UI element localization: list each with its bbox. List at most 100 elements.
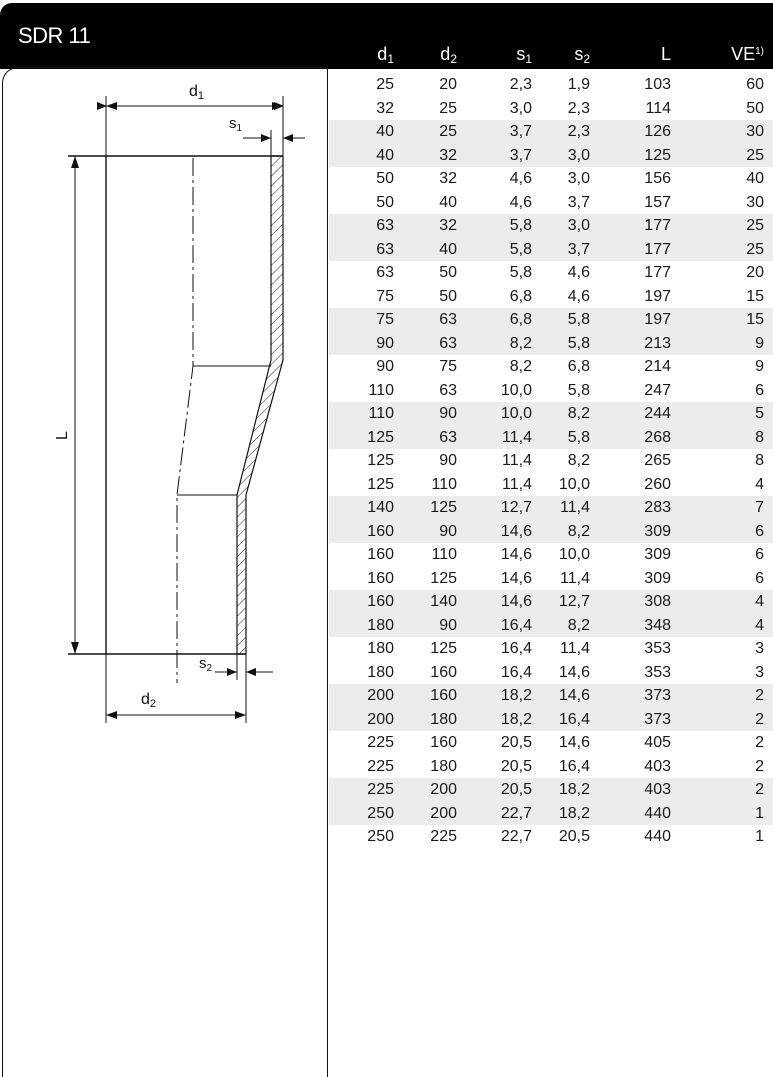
- table-row: 40 25 3,7 2,3 126 30: [329, 120, 773, 144]
- cell-d1: 25: [376, 76, 394, 93]
- cell-ve: 30: [746, 123, 764, 140]
- column-header-ve: VE1): [731, 44, 764, 64]
- cell-s1: 18,2: [500, 710, 532, 728]
- cell-d2: 50: [439, 264, 457, 281]
- cell-ve: 8: [755, 452, 764, 469]
- cell-s2: 12,7: [558, 593, 590, 610]
- cell-ve: 6: [755, 522, 764, 540]
- cell-ve: 15: [746, 311, 764, 328]
- cell-s1: 2,3: [509, 76, 532, 93]
- cell-d2: 200: [430, 781, 457, 798]
- cell-s1: 5,8: [509, 240, 532, 258]
- column-header-s1: s1: [516, 44, 532, 66]
- cell-ve: 9: [755, 334, 764, 352]
- cell-s1: 11,4: [502, 452, 532, 469]
- cell-ve: 1: [755, 828, 764, 845]
- cell-s2: 20,5: [558, 828, 590, 845]
- cell-L: 373: [644, 710, 671, 728]
- cell-s1: 3,0: [509, 99, 532, 117]
- cell-s1: 22,7: [500, 828, 532, 845]
- table-row: 40 32 3,7 3,0 125 25: [329, 143, 773, 167]
- cell-s2: 10,0: [558, 546, 590, 563]
- table-row: 160 140 14,6 12,7 308 4: [329, 590, 773, 614]
- cell-s2: 5,8: [567, 381, 590, 399]
- cell-s2: 14,6: [558, 687, 590, 704]
- cell-s1: 4,6: [509, 170, 532, 187]
- cell-L: 353: [644, 663, 671, 681]
- cell-d1: 32: [376, 99, 394, 117]
- cell-d2: 90: [439, 522, 457, 540]
- cell-d2: 32: [439, 217, 457, 234]
- cell-L: 309: [644, 522, 671, 540]
- cell-L: 157: [644, 193, 671, 211]
- table-row: 200 160 18,2 14,6 373 2: [329, 684, 773, 708]
- cell-d1: 200: [367, 687, 394, 704]
- cell-s2: 3,7: [567, 193, 590, 211]
- cell-L: 373: [644, 687, 671, 704]
- table-row: 75 63 6,8 5,8 197 15: [329, 308, 773, 332]
- cell-d2: 90: [439, 616, 457, 634]
- cell-ve: 20: [746, 264, 764, 281]
- table-row: 125 90 11,4 8,2 265 8: [329, 449, 773, 473]
- cell-s1: 14,6: [500, 546, 532, 563]
- table-row: 250 200 22,7 18,2 440 1: [329, 801, 773, 825]
- cell-d2: 110: [431, 475, 457, 493]
- cell-s1: 12,7: [500, 499, 532, 516]
- table-row: 125 110 11,4 10,0 260 4: [329, 473, 773, 497]
- cell-d1: 40: [376, 123, 394, 140]
- table-row: 50 40 4,6 3,7 157 30: [329, 191, 773, 215]
- cell-ve: 30: [746, 193, 764, 211]
- cell-s1: 11,4: [502, 428, 532, 446]
- center-line: [176, 158, 194, 683]
- cell-d1: 250: [367, 804, 394, 822]
- cell-s1: 18,2: [500, 687, 532, 704]
- cell-ve: 5: [755, 405, 764, 422]
- cell-s1: 10,0: [500, 405, 532, 422]
- cell-s1: 3,7: [509, 146, 532, 164]
- cell-d2: 110: [431, 546, 457, 563]
- table-row: 90 75 8,2 6,8 214 9: [329, 355, 773, 379]
- cell-d2: 180: [430, 757, 457, 775]
- cell-d1: 125: [367, 428, 394, 446]
- cell-d2: 180: [430, 710, 457, 728]
- table-row: 250 225 22,7 20,5 440 1: [329, 825, 773, 849]
- cell-d1: 160: [367, 569, 394, 587]
- cell-s2: 10,0: [558, 475, 590, 493]
- cell-d2: 32: [439, 170, 457, 187]
- table-row: 50 32 4,6 3,0 156 40: [329, 167, 773, 191]
- cell-L: 177: [644, 240, 671, 258]
- table-row: 63 50 5,8 4,6 177 20: [329, 261, 773, 285]
- cell-s1: 14,6: [500, 593, 532, 610]
- column-header-L: L: [660, 44, 671, 64]
- cell-d2: 90: [439, 405, 457, 422]
- cell-s1: 4,6: [509, 193, 532, 211]
- cell-d1: 225: [367, 734, 394, 751]
- cell-d1: 63: [376, 217, 394, 234]
- cell-s1: 6,8: [509, 311, 532, 328]
- cell-d2: 40: [439, 193, 457, 211]
- cell-s2: 16,4: [558, 757, 590, 775]
- cell-s1: 20,5: [500, 781, 532, 798]
- cell-s1: 20,5: [500, 734, 532, 751]
- cell-L: 353: [644, 640, 671, 657]
- cell-d2: 125: [430, 499, 457, 516]
- cell-L: 440: [644, 804, 671, 822]
- cell-d1: 110: [368, 381, 394, 399]
- cell-L: 197: [644, 311, 671, 328]
- cell-d2: 63: [439, 334, 457, 352]
- cell-s2: 3,0: [567, 217, 590, 234]
- cell-L: 309: [644, 569, 671, 587]
- cell-ve: 6: [755, 569, 764, 587]
- d2-label: d2: [141, 691, 156, 710]
- cell-d1: 160: [367, 593, 394, 610]
- table-row: 63 40 5,8 3,7 177 25: [329, 237, 773, 261]
- cell-d2: 125: [430, 569, 457, 587]
- table-row: 90 63 8,2 5,8 213 9: [329, 331, 773, 355]
- cell-s2: 5,8: [567, 334, 590, 352]
- cell-ve: 8: [755, 428, 764, 446]
- cell-ve: 1: [755, 804, 764, 822]
- cell-L: 177: [644, 264, 671, 281]
- cell-d1: 160: [367, 522, 394, 540]
- cell-d2: 225: [430, 828, 457, 845]
- cell-ve: 40: [746, 170, 764, 187]
